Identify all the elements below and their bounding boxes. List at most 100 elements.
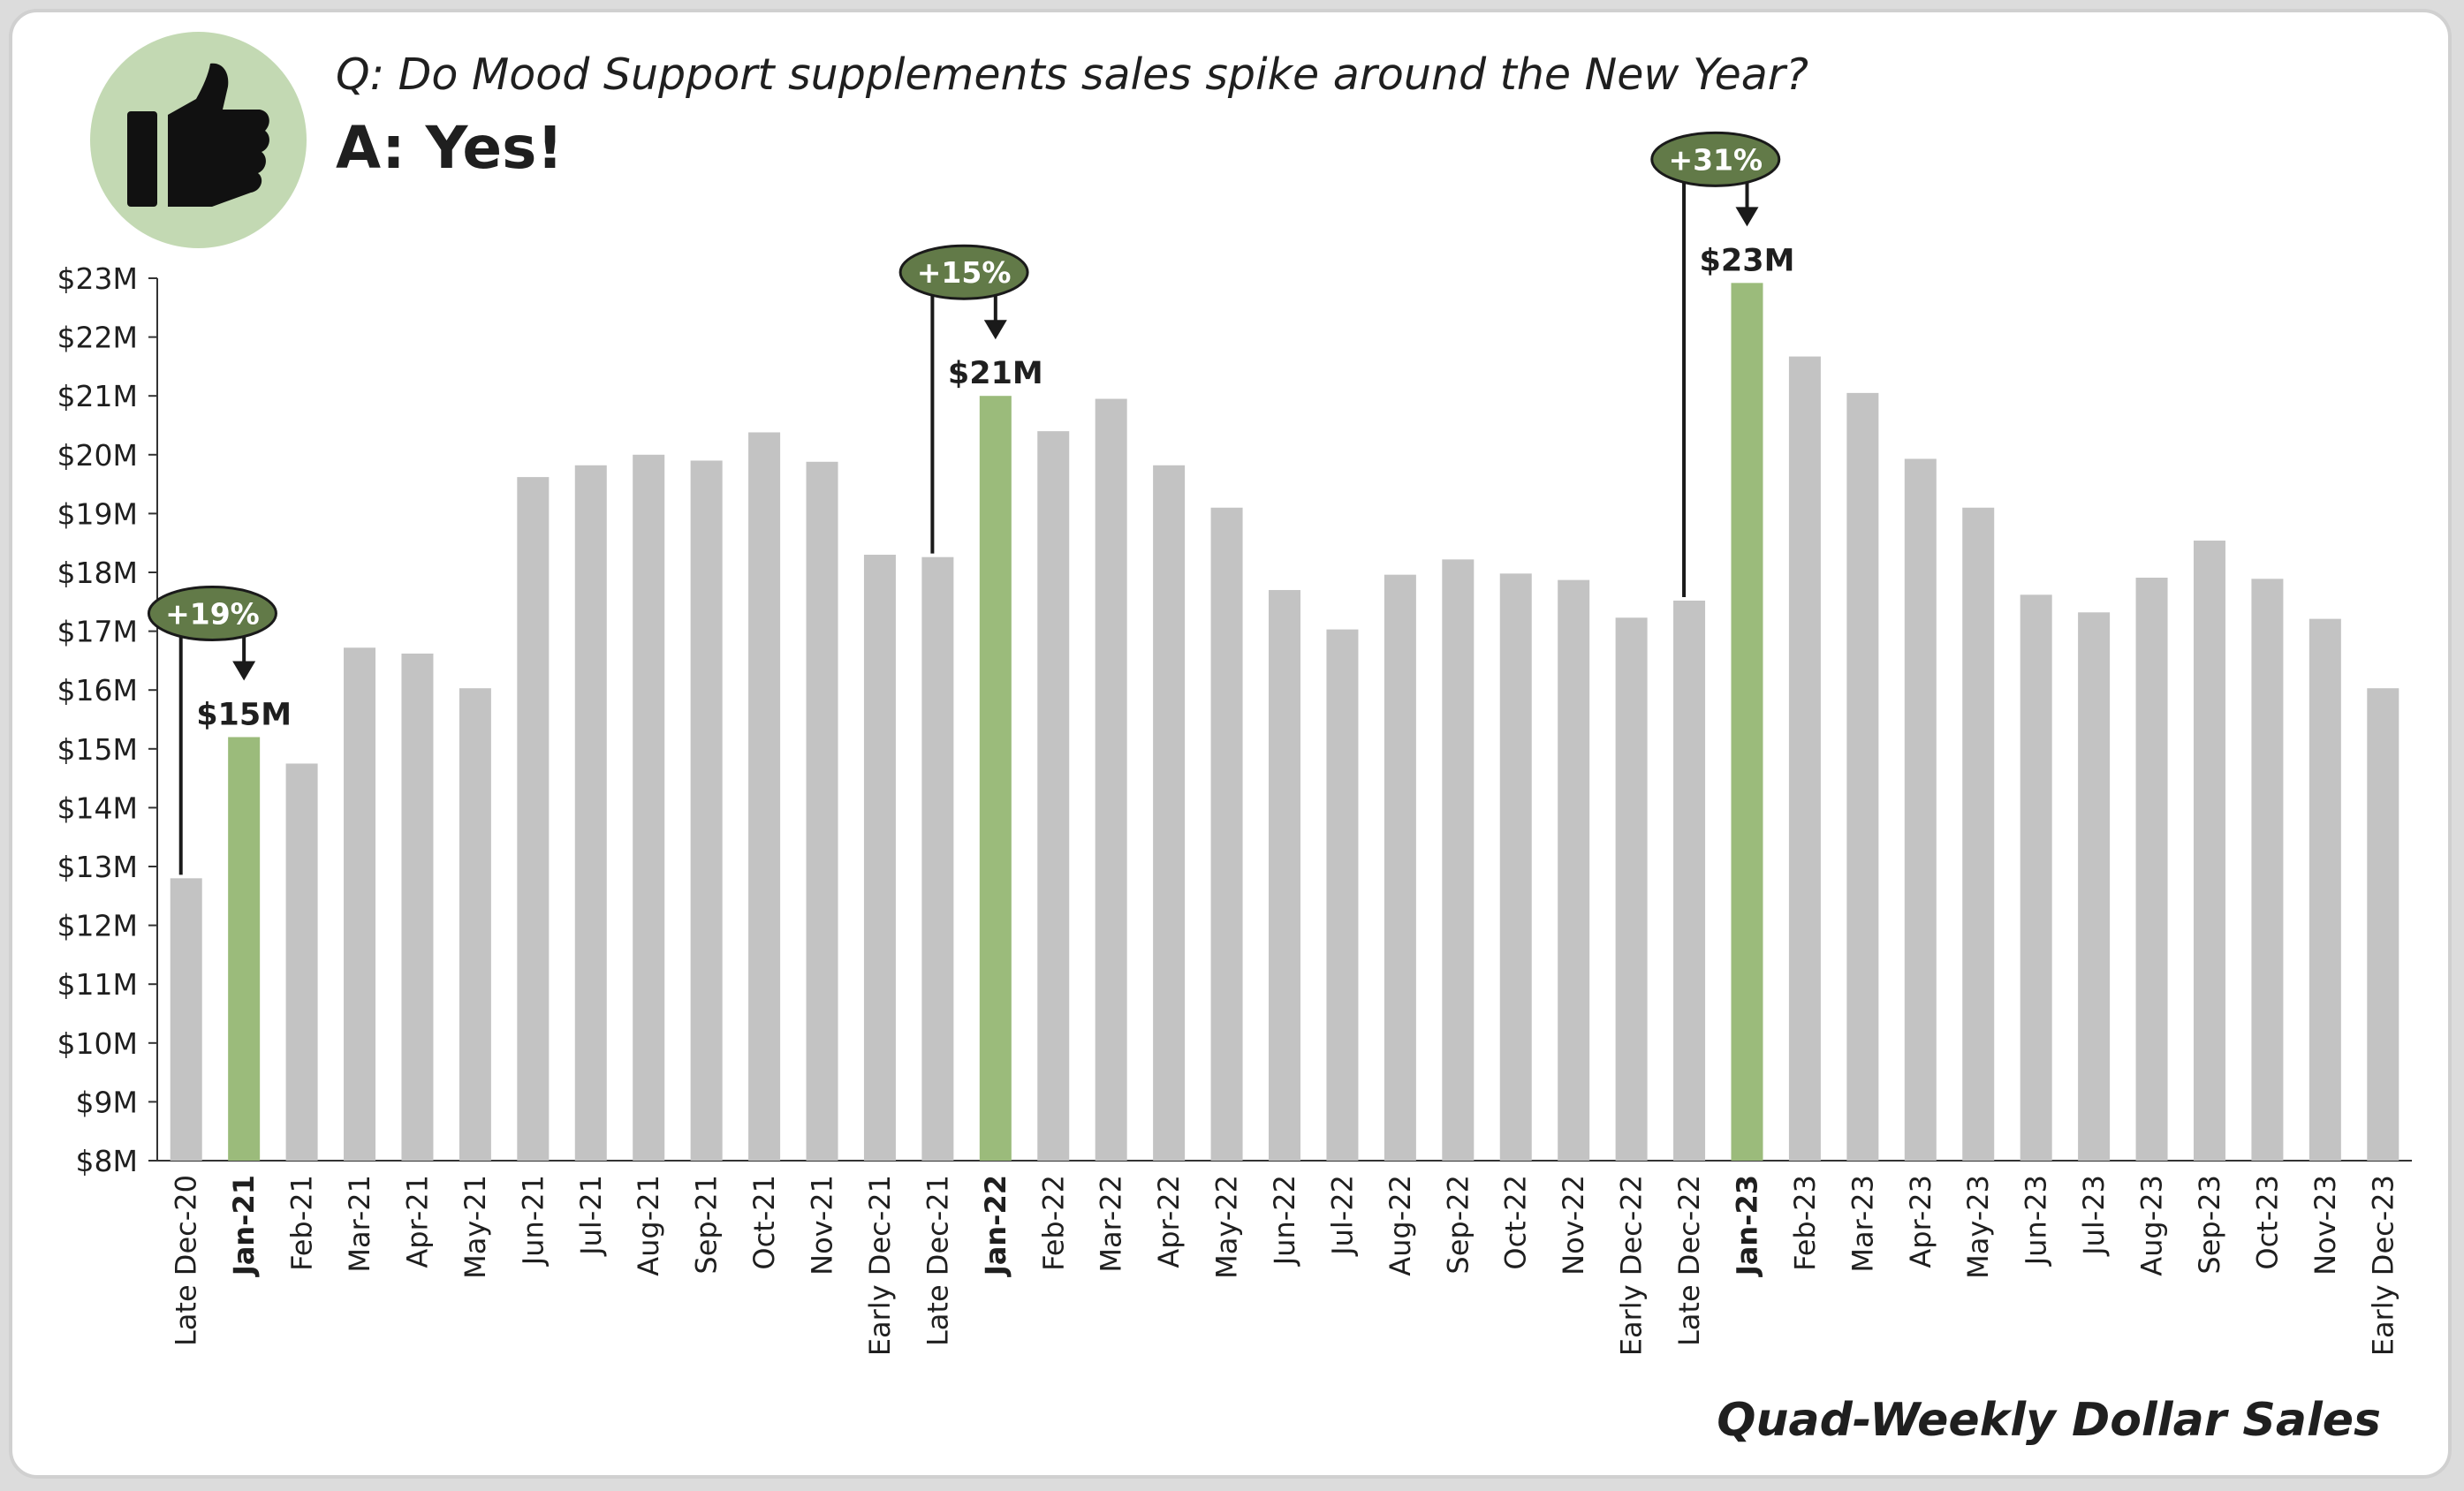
bar xyxy=(806,461,838,1161)
callout-pct-label: +31% xyxy=(1668,142,1763,177)
y-tick-label: $9M xyxy=(76,1085,138,1119)
x-tick-label: Early Dec-22 xyxy=(1615,1175,1649,1356)
callout-pct-label: +15% xyxy=(917,255,1012,290)
bar xyxy=(1558,579,1590,1161)
y-tick-label: $23M xyxy=(57,261,138,296)
x-tick-label: Nov-23 xyxy=(2309,1175,2342,1275)
y-tick-label: $16M xyxy=(57,673,138,708)
value-label: $15M xyxy=(196,697,292,732)
x-tick-label: Late Dec-21 xyxy=(921,1175,954,1346)
callout-arrowhead xyxy=(1735,207,1759,227)
bar xyxy=(1037,431,1070,1161)
bar xyxy=(863,555,896,1161)
y-tick-label: $12M xyxy=(57,909,138,943)
chart-question: Q: Do Mood Support supplements sales spi… xyxy=(336,49,1808,100)
bar xyxy=(2251,579,2284,1161)
x-tick-label: Oct-22 xyxy=(1499,1175,1533,1270)
y-tick-label: $14M xyxy=(57,791,138,825)
x-tick-label: Jun-21 xyxy=(516,1175,550,1267)
y-tick-label: $20M xyxy=(57,438,138,473)
bar xyxy=(401,653,434,1161)
x-tick-label: Late Dec-22 xyxy=(1672,1175,1706,1346)
bar xyxy=(2367,688,2400,1161)
x-tick-label: Jan-23 xyxy=(1730,1175,1763,1277)
bar xyxy=(228,737,261,1161)
x-tick-label: Oct-21 xyxy=(747,1175,781,1270)
x-tick-label: Aug-22 xyxy=(1384,1175,1417,1276)
bar xyxy=(2309,618,2341,1161)
x-tick-label: Nov-22 xyxy=(1557,1175,1590,1275)
bar xyxy=(1731,283,1763,1161)
callout-badge xyxy=(1650,131,1781,187)
x-tick-label: Jul-21 xyxy=(574,1175,608,1257)
bar xyxy=(459,688,491,1161)
value-label: $21M xyxy=(948,356,1043,391)
bar xyxy=(1153,465,1186,1161)
y-tick-label: $15M xyxy=(57,732,138,767)
y-tick-label: $10M xyxy=(57,1026,138,1061)
x-tick-label: Jun-23 xyxy=(2020,1175,2053,1267)
bar xyxy=(1442,559,1475,1161)
x-tick-label: Oct-23 xyxy=(2250,1175,2284,1270)
x-tick-label: Aug-23 xyxy=(2135,1175,2169,1276)
bar xyxy=(979,396,1012,1161)
x-tick-label: Feb-22 xyxy=(1036,1175,1070,1271)
bar xyxy=(1499,573,1532,1161)
bar xyxy=(748,432,781,1161)
x-tick-label: Early Dec-23 xyxy=(2366,1175,2400,1356)
callout-arrowhead xyxy=(232,661,256,681)
callout-pct-label: +19% xyxy=(165,596,260,631)
chart-footer-label: Quad-Weekly Dollar Sales xyxy=(1717,1394,2381,1447)
x-tick-label: Jul-22 xyxy=(1325,1175,1359,1257)
callout-arrowhead xyxy=(983,320,1007,340)
x-tick-label: May-23 xyxy=(1961,1175,1995,1279)
x-tick-label: May-22 xyxy=(1210,1175,1244,1279)
x-tick-label: Aug-21 xyxy=(632,1175,665,1276)
x-tick-label: Early Dec-21 xyxy=(863,1175,897,1356)
x-tick-label: Jan-22 xyxy=(979,1175,1012,1277)
bar xyxy=(170,878,202,1161)
y-tick-label: $21M xyxy=(57,379,138,413)
y-tick-label: $19M xyxy=(57,496,138,531)
bar xyxy=(344,647,376,1161)
callout-badge xyxy=(147,585,277,641)
x-tick-label: Apr-22 xyxy=(1152,1175,1186,1268)
x-tick-label: Feb-21 xyxy=(285,1175,319,1271)
x-tick-label: Jan-21 xyxy=(227,1175,261,1277)
bar xyxy=(2020,594,2052,1161)
x-tick-label: Apr-23 xyxy=(1904,1175,1937,1268)
x-tick-label: Feb-23 xyxy=(1788,1175,1822,1271)
y-tick-label: $22M xyxy=(57,321,138,355)
callout-badge xyxy=(898,244,1029,300)
thumbs-up-badge xyxy=(90,32,307,248)
bar xyxy=(1615,617,1648,1161)
bar xyxy=(690,460,723,1161)
bar xyxy=(1788,356,1821,1161)
x-tick-label: Sep-23 xyxy=(2193,1175,2226,1275)
bar xyxy=(2193,541,2225,1161)
x-tick-label: Jul-23 xyxy=(2077,1175,2111,1257)
bar xyxy=(633,454,665,1161)
bar xyxy=(1210,507,1243,1161)
x-tick-label: Late Dec-20 xyxy=(170,1175,203,1346)
chart-answer: A: Yes! xyxy=(336,114,564,182)
bar xyxy=(921,556,954,1161)
y-tick-label: $17M xyxy=(57,615,138,649)
y-tick-label: $13M xyxy=(57,850,138,884)
thumbs-up-icon xyxy=(127,63,269,207)
bar xyxy=(2135,577,2168,1161)
x-tick-label: Jun-22 xyxy=(1268,1175,1301,1267)
y-tick-label: $11M xyxy=(57,967,138,1002)
x-tick-label: Sep-22 xyxy=(1441,1175,1475,1275)
bar xyxy=(517,477,550,1161)
bar xyxy=(1269,589,1300,1161)
x-tick-label: Mar-23 xyxy=(1846,1175,1879,1273)
bar xyxy=(1095,398,1127,1161)
bar xyxy=(1673,600,1706,1161)
bar xyxy=(1326,629,1359,1161)
y-tick-label: $8M xyxy=(76,1144,138,1178)
x-tick-label: Mar-21 xyxy=(343,1175,376,1273)
x-tick-label: Nov-21 xyxy=(806,1175,839,1275)
bar xyxy=(1904,458,1937,1161)
